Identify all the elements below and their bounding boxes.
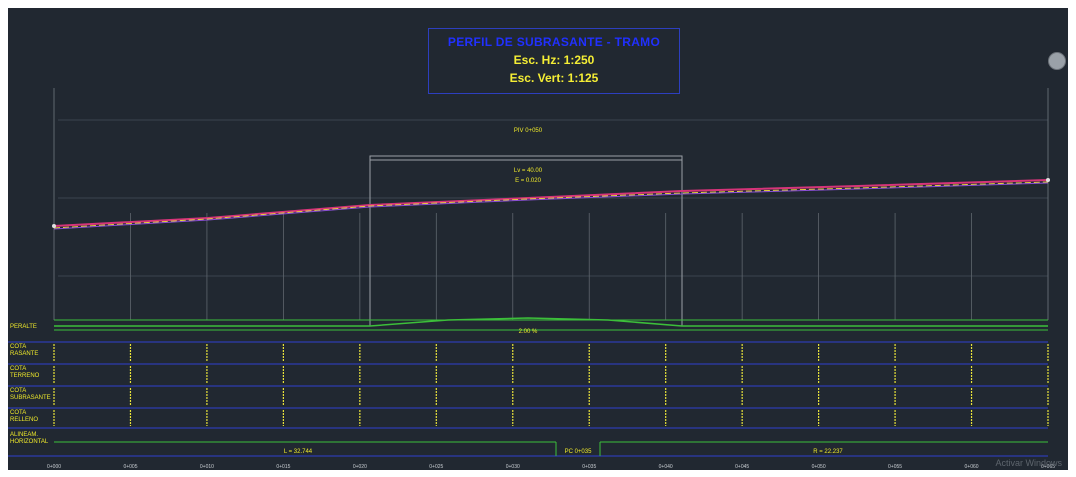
station-label: 0+010 (200, 464, 214, 470)
band-values (53, 344, 1049, 426)
pv-marker-end (1046, 178, 1050, 182)
align-right-length: R = 22.237 (813, 449, 843, 455)
label-cota-terreno: COTA TERRENO (10, 366, 40, 379)
station-labels: 0+000 0+005 0+010 0+015 0+020 0+025 0+030 0+035… (47, 464, 1055, 470)
label-alineamiento: ALINEAM. HORIZONTAL (10, 432, 49, 445)
label-cota-subrasante: COTA SUBRASANTE (10, 388, 51, 401)
station-label: 0+045 (735, 464, 749, 470)
align-left-length: L = 32.744 (284, 449, 313, 455)
curve-text-1: Lv = 40.00 (514, 168, 543, 174)
station-label: 0+025 (429, 464, 443, 470)
peralte-center-value: 2.00 % (519, 329, 538, 335)
horizontal-scale: Esc. Hz: 1:250 (513, 53, 595, 67)
terrain-line (53, 179, 1049, 227)
pv-marker-start (52, 224, 56, 228)
label-peralte: PERALTE (10, 324, 37, 330)
profile-drawing: 0+000 0+005 0+010 0+015 0+020 0+025 0+030 0+035… (8, 88, 1055, 470)
station-label: 0+040 (659, 464, 673, 470)
peralte-line (54, 317, 1048, 327)
subgrade-line (53, 181, 1049, 229)
station-label: 0+055 (888, 464, 902, 470)
label-cota-relleno: COTA RELLENO (10, 410, 39, 423)
label-cota-rasante: COTA RASANTE (10, 344, 39, 357)
station-label: 0+050 (812, 464, 826, 470)
pi-label: PIV 0+050 (514, 128, 543, 134)
station-label: 0+060 (965, 464, 979, 470)
vertical-curve-box (369, 155, 683, 161)
station-label: 0+000 (47, 464, 61, 470)
station-label: 0+030 (506, 464, 520, 470)
cad-viewport[interactable]: 0+000 0+005 0+010 0+015 0+020 0+025 0+030 0+035… (8, 8, 1068, 470)
station-grid (53, 213, 1049, 320)
drawing-title: PERFIL DE SUBRASANTE - TRAMO (447, 35, 661, 49)
station-label: 0+015 (276, 464, 290, 470)
windows-activation-watermark: Activar Windows (995, 458, 1062, 468)
station-label: 0+065 (1041, 464, 1055, 470)
title-block: PERFIL DE SUBRASANTE - TRAMO Esc. Hz: 1:… (428, 28, 680, 94)
curve-text-2: E = 0.020 (515, 178, 542, 184)
station-label: 0+035 (582, 464, 596, 470)
station-label: 0+020 (353, 464, 367, 470)
design-line (53, 182, 1049, 230)
station-label: 0+005 (123, 464, 137, 470)
align-center-label: PC 0+035 (565, 449, 593, 455)
vertical-scale: Esc. Vert: 1:125 (509, 71, 599, 85)
view-cube-icon[interactable] (1048, 52, 1066, 70)
